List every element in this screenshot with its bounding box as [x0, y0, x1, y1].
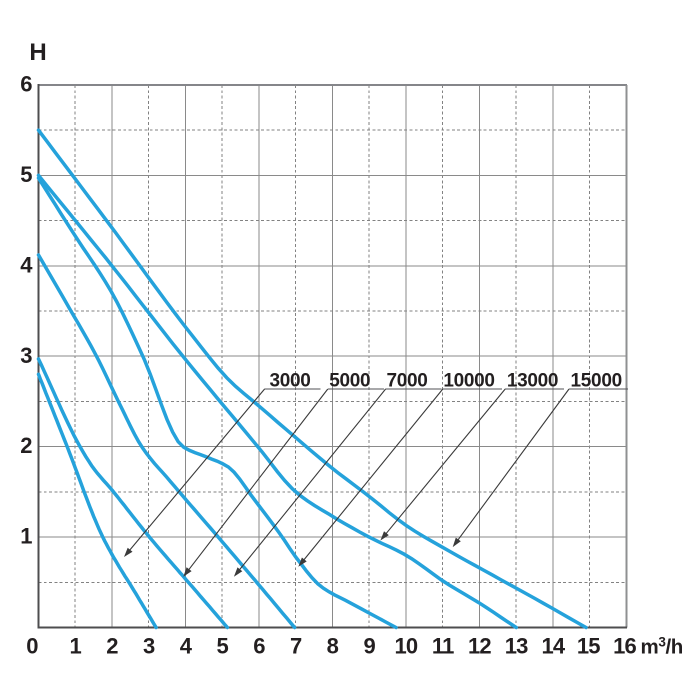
svg-text:10: 10 [394, 634, 417, 659]
svg-text:4: 4 [20, 252, 33, 277]
svg-text:2: 2 [106, 634, 118, 659]
svg-text:m3/h: m3/h [641, 634, 683, 658]
svg-text:13000: 13000 [507, 370, 558, 391]
svg-text:5: 5 [216, 634, 228, 659]
svg-text:14: 14 [541, 634, 565, 659]
svg-text:3: 3 [20, 343, 32, 368]
svg-text:15000: 15000 [571, 370, 622, 391]
svg-text:5: 5 [20, 162, 32, 187]
svg-text:10000: 10000 [443, 370, 494, 391]
svg-text:2: 2 [20, 433, 32, 458]
svg-text:7000: 7000 [386, 370, 427, 391]
svg-text:8: 8 [327, 634, 339, 659]
svg-text:6: 6 [253, 634, 265, 659]
svg-text:0: 0 [26, 634, 38, 659]
svg-text:12: 12 [468, 634, 491, 659]
svg-text:13: 13 [505, 634, 528, 659]
svg-text:16: 16 [613, 634, 636, 659]
svg-text:11: 11 [432, 634, 454, 659]
svg-text:5000: 5000 [329, 370, 370, 391]
svg-text:4: 4 [180, 634, 193, 659]
svg-text:H: H [29, 39, 46, 66]
svg-text:6: 6 [20, 72, 32, 97]
svg-text:3: 3 [143, 634, 155, 659]
svg-text:7: 7 [290, 634, 302, 659]
svg-text:15: 15 [577, 634, 600, 659]
svg-text:3000: 3000 [269, 370, 310, 391]
svg-text:9: 9 [363, 634, 375, 659]
svg-text:1: 1 [69, 634, 81, 659]
svg-text:1: 1 [20, 524, 32, 549]
